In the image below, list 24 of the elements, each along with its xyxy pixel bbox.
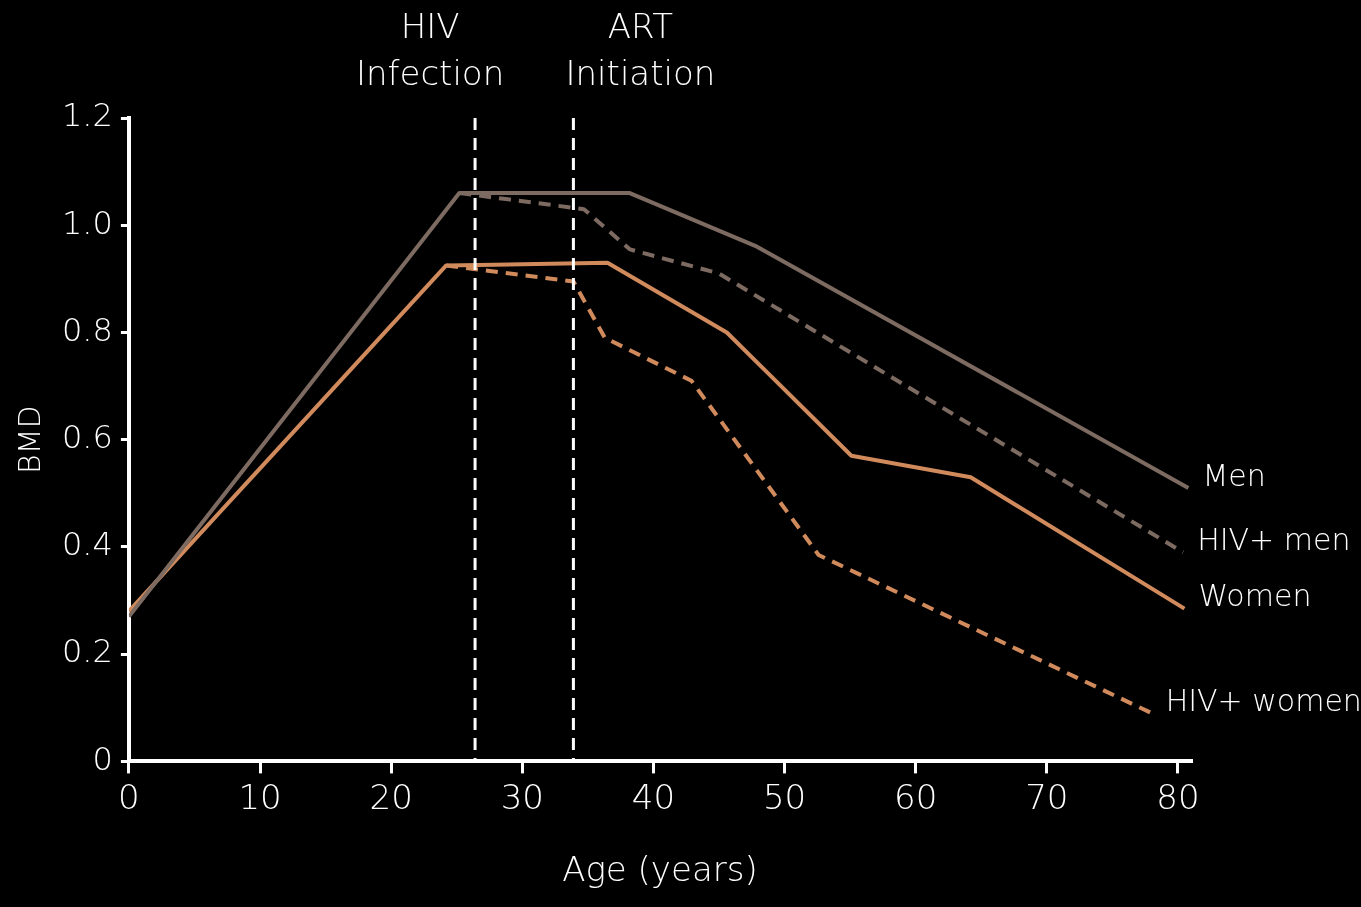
- x-axis-title: Age (years): [562, 849, 758, 890]
- y-tick-label: 0: [92, 739, 113, 778]
- y-axis-title: BMD: [11, 405, 47, 475]
- x-tick-label: 10: [238, 776, 282, 817]
- y-tick-label: 0.2: [62, 632, 113, 671]
- y-tick-label: 0.6: [62, 418, 113, 457]
- x-tick-label: 0: [118, 776, 140, 817]
- y-tick-label: 0.4: [62, 525, 113, 564]
- y-tick-label: 1.0: [62, 203, 113, 242]
- series-label: Women: [1198, 578, 1312, 614]
- x-tick-label: 50: [762, 776, 807, 817]
- x-tick-label: 40: [631, 776, 676, 817]
- x-tick-label: 60: [894, 776, 938, 817]
- y-tick-label: 0.8: [62, 310, 113, 349]
- x-tick-label: 30: [500, 776, 544, 817]
- ref-line-label: ART Initiation: [565, 6, 716, 93]
- series-label: HIV+ women: [1165, 682, 1361, 718]
- ref-line-label: HIV Infection: [355, 6, 505, 93]
- series-label: HIV+ men: [1197, 522, 1351, 558]
- x-tick-label: 80: [1156, 776, 1200, 817]
- y-tick-label: 1.2: [62, 96, 113, 135]
- series-label: Men: [1202, 457, 1266, 493]
- x-tick-label: 70: [1025, 776, 1069, 817]
- x-tick-label: 20: [369, 776, 413, 817]
